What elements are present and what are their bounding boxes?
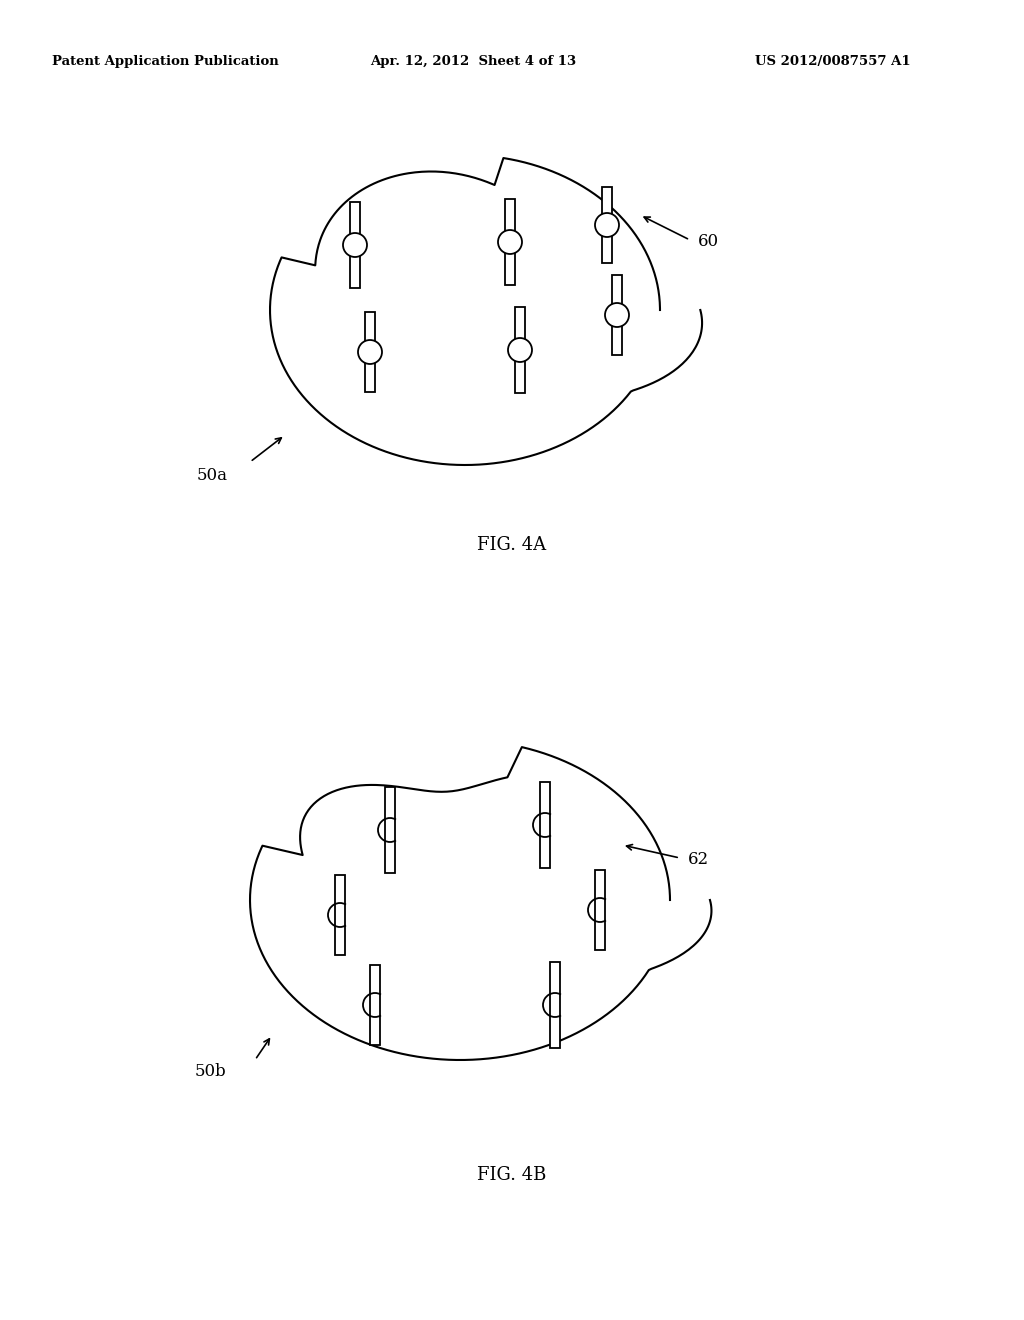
Circle shape bbox=[343, 234, 367, 257]
Text: Patent Application Publication: Patent Application Publication bbox=[52, 55, 279, 69]
Bar bbox=[540, 781, 550, 869]
Circle shape bbox=[358, 341, 382, 364]
Bar bbox=[385, 787, 395, 873]
Bar bbox=[350, 202, 360, 288]
Circle shape bbox=[605, 304, 629, 327]
Bar bbox=[370, 965, 380, 1045]
Text: FIG. 4A: FIG. 4A bbox=[477, 536, 547, 554]
Bar bbox=[365, 312, 375, 392]
Text: Apr. 12, 2012  Sheet 4 of 13: Apr. 12, 2012 Sheet 4 of 13 bbox=[370, 55, 577, 69]
Text: 50b: 50b bbox=[195, 1064, 226, 1081]
Bar bbox=[595, 870, 605, 950]
Text: 62: 62 bbox=[688, 851, 710, 869]
Bar bbox=[612, 275, 622, 355]
Bar bbox=[602, 187, 612, 263]
Bar bbox=[505, 199, 515, 285]
Bar bbox=[515, 308, 525, 393]
Circle shape bbox=[498, 230, 522, 253]
Circle shape bbox=[595, 213, 618, 238]
Bar bbox=[550, 962, 560, 1048]
Bar bbox=[335, 875, 345, 954]
Text: US 2012/0087557 A1: US 2012/0087557 A1 bbox=[755, 55, 910, 69]
Text: FIG. 4B: FIG. 4B bbox=[477, 1166, 547, 1184]
Circle shape bbox=[508, 338, 532, 362]
Text: 60: 60 bbox=[698, 234, 719, 251]
Text: 50a: 50a bbox=[197, 466, 228, 483]
